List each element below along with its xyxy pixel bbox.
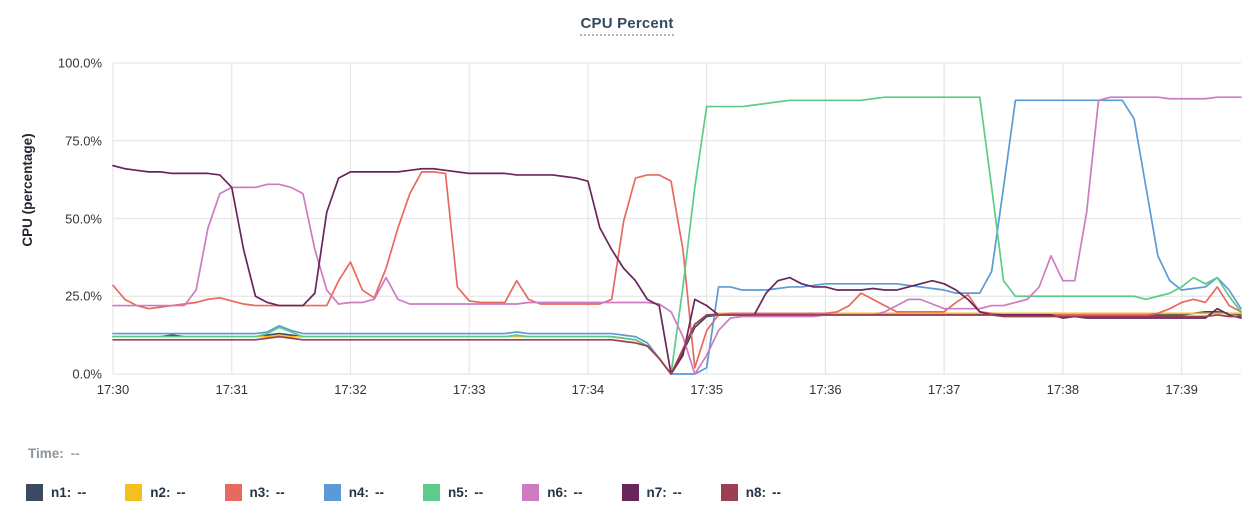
legend-swatch-icon xyxy=(423,484,440,501)
legend-series-name: n3: xyxy=(249,485,270,500)
x-tick-label: 17:32 xyxy=(334,382,367,397)
legend-label: n2: -- xyxy=(150,485,185,500)
chart-svg xyxy=(112,62,1242,375)
x-tick-label: 17:36 xyxy=(809,382,842,397)
x-tick-label: 17:39 xyxy=(1165,382,1198,397)
legend-item-n1[interactable]: n1: -- xyxy=(26,484,86,501)
legend-label: n8: -- xyxy=(746,485,781,500)
legend-swatch-icon xyxy=(621,484,639,501)
series-line-n7 xyxy=(112,164,1242,375)
legend-series-name: n2: xyxy=(150,485,171,500)
x-tick-label: 17:35 xyxy=(690,382,723,397)
plot-area[interactable] xyxy=(112,62,1242,375)
legend-series-name: n8: xyxy=(745,485,766,500)
legend-series-value: -- xyxy=(275,485,285,500)
legend-label: n1: -- xyxy=(51,485,86,500)
y-tick-label: 100.0% xyxy=(57,55,102,71)
legend-series-name: n6: xyxy=(547,485,568,500)
legend-item-n4[interactable]: n4: -- xyxy=(323,484,384,501)
legend-series-value: -- xyxy=(176,485,186,500)
tooltip-time-value: -- xyxy=(70,446,80,461)
legend-series-name: n5: xyxy=(448,485,469,500)
series-line-n4 xyxy=(112,99,1242,375)
series-line-n5 xyxy=(112,96,1242,375)
legend-label: n7: -- xyxy=(647,485,682,500)
legend[interactable]: n1: -- n2: -- n3: -- n4: -- n5: -- n6: -- n7: -- n8: -- xyxy=(26,484,820,501)
x-tick-label: 17:34 xyxy=(571,382,605,397)
x-tick-label: 17:31 xyxy=(215,382,249,397)
tooltip-time-label: Time: xyxy=(28,446,64,461)
y-axis-title: CPU (percentage) xyxy=(20,133,35,247)
legend-item-n7[interactable]: n7: -- xyxy=(621,484,682,501)
legend-swatch-icon xyxy=(26,484,43,501)
legend-series-value: -- xyxy=(77,485,87,500)
legend-swatch-icon xyxy=(522,484,540,501)
legend-series-name: n7: xyxy=(646,485,667,500)
legend-label: n3: -- xyxy=(250,485,285,500)
legend-label: n5: -- xyxy=(448,485,483,500)
x-tick-label: 17:38 xyxy=(1046,382,1080,397)
legend-label: n6: -- xyxy=(547,485,582,500)
y-tick-label: 75.0% xyxy=(65,133,102,149)
y-tick-label: 50.0% xyxy=(65,211,102,226)
legend-series-value: -- xyxy=(672,485,682,500)
legend-item-n8[interactable]: n8: -- xyxy=(720,484,781,501)
legend-label: n4: -- xyxy=(349,485,384,500)
legend-swatch-icon xyxy=(323,484,341,501)
tooltip-time-row: Time: -- xyxy=(28,446,80,461)
series-line-n3 xyxy=(112,170,1242,369)
legend-swatch-icon xyxy=(125,484,143,501)
y-tick-label: 0.0% xyxy=(72,366,102,382)
legend-series-value: -- xyxy=(474,485,484,500)
y-axis-tick-labels: 0.0% 25.0% 50.0% 75.0% 100.0% xyxy=(0,0,113,530)
y-tick-label: 25.0% xyxy=(65,288,102,304)
x-tick-label: 17:37 xyxy=(927,382,961,397)
legend-item-n6[interactable]: n6: -- xyxy=(522,484,583,501)
chart-title-text: CPU Percent xyxy=(580,15,674,36)
series-lines xyxy=(112,96,1242,375)
legend-item-n3[interactable]: n3: -- xyxy=(224,484,285,501)
page-title: CPU Percent xyxy=(0,15,1254,36)
legend-swatch-icon xyxy=(224,484,242,501)
legend-item-n2[interactable]: n2: -- xyxy=(125,484,186,501)
legend-series-value: -- xyxy=(772,485,781,500)
series-line-n6 xyxy=(112,96,1242,375)
legend-series-name: n1: xyxy=(51,485,72,500)
legend-series-value: -- xyxy=(573,485,583,500)
legend-swatch-icon xyxy=(720,484,738,501)
legend-series-name: n4: xyxy=(348,485,369,500)
legend-series-value: -- xyxy=(375,485,384,500)
series-line-n8 xyxy=(112,314,1242,375)
x-tick-label: 17:30 xyxy=(96,382,130,397)
x-tick-label: 17:33 xyxy=(452,382,486,397)
legend-item-n5[interactable]: n5: -- xyxy=(423,484,483,501)
